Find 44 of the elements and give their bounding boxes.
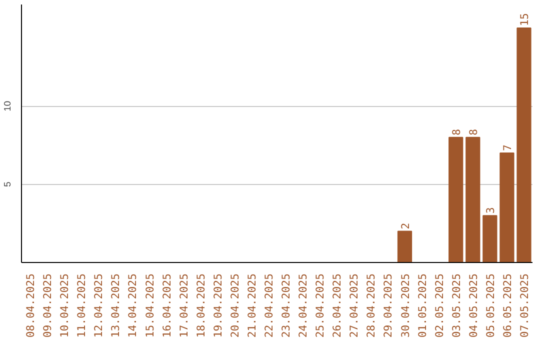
x-tick-label: 09.04.2025 bbox=[41, 274, 54, 338]
data-label: 7 bbox=[500, 144, 514, 152]
data-label: 8 bbox=[466, 128, 480, 136]
y-tick-label: 5 bbox=[2, 182, 12, 187]
x-tick-label: 03.05.2025 bbox=[450, 274, 463, 338]
x-tick-label: 30.04.2025 bbox=[398, 274, 412, 338]
bar bbox=[500, 152, 514, 262]
x-tick-label: 01.05.2025 bbox=[416, 274, 429, 338]
x-tick-label: 16.04.2025 bbox=[160, 274, 174, 338]
data-label: 8 bbox=[450, 128, 463, 136]
x-tick-label: 24.04.2025 bbox=[296, 274, 310, 338]
data-label: 3 bbox=[484, 207, 497, 214]
bar bbox=[397, 230, 412, 262]
x-tick-label: 14.04.2025 bbox=[126, 274, 140, 338]
x-tick-label: 28.04.2025 bbox=[364, 274, 378, 338]
x-tick-label: 04.05.2025 bbox=[466, 274, 480, 338]
x-tick-label: 17.04.2025 bbox=[177, 274, 190, 338]
bar bbox=[482, 215, 498, 262]
x-tick-label: 12.04.2025 bbox=[92, 274, 106, 338]
x-tick-label: 19.04.2025 bbox=[211, 274, 224, 338]
y-tick-label: 10 bbox=[2, 100, 12, 112]
x-tick-label: 07.05.2025 bbox=[518, 274, 531, 338]
x-tick-label: 15.04.2025 bbox=[143, 274, 156, 338]
x-tick-label: 13.04.2025 bbox=[109, 274, 122, 338]
x-tick-label: 25.04.2025 bbox=[314, 274, 327, 338]
x-tick-label: 10.04.2025 bbox=[58, 274, 72, 338]
data-label: 2 bbox=[398, 222, 412, 230]
x-tick-label: 27.04.2025 bbox=[348, 274, 361, 338]
x-tick-label: 08.04.2025 bbox=[24, 274, 38, 338]
bar bbox=[448, 136, 464, 262]
x-tick-label: 02.05.2025 bbox=[432, 274, 446, 338]
x-tick-label: 29.04.2025 bbox=[382, 274, 395, 338]
bar bbox=[466, 136, 480, 262]
x-tick-label: 06.05.2025 bbox=[500, 274, 514, 338]
x-tick-label: 23.04.2025 bbox=[280, 274, 293, 338]
x-tick-label: 05.05.2025 bbox=[484, 274, 497, 338]
x-tick-label: 18.04.2025 bbox=[194, 274, 208, 338]
x-tick-label: 21.04.2025 bbox=[245, 274, 258, 338]
x-tick-label: 20.04.2025 bbox=[228, 274, 242, 338]
x-tick-label: 26.04.2025 bbox=[330, 274, 344, 338]
x-tick-label: 11.04.2025 bbox=[75, 274, 88, 338]
x-tick-label: 22.04.2025 bbox=[262, 274, 276, 338]
bar bbox=[516, 27, 532, 262]
data-label: 15 bbox=[518, 13, 531, 26]
